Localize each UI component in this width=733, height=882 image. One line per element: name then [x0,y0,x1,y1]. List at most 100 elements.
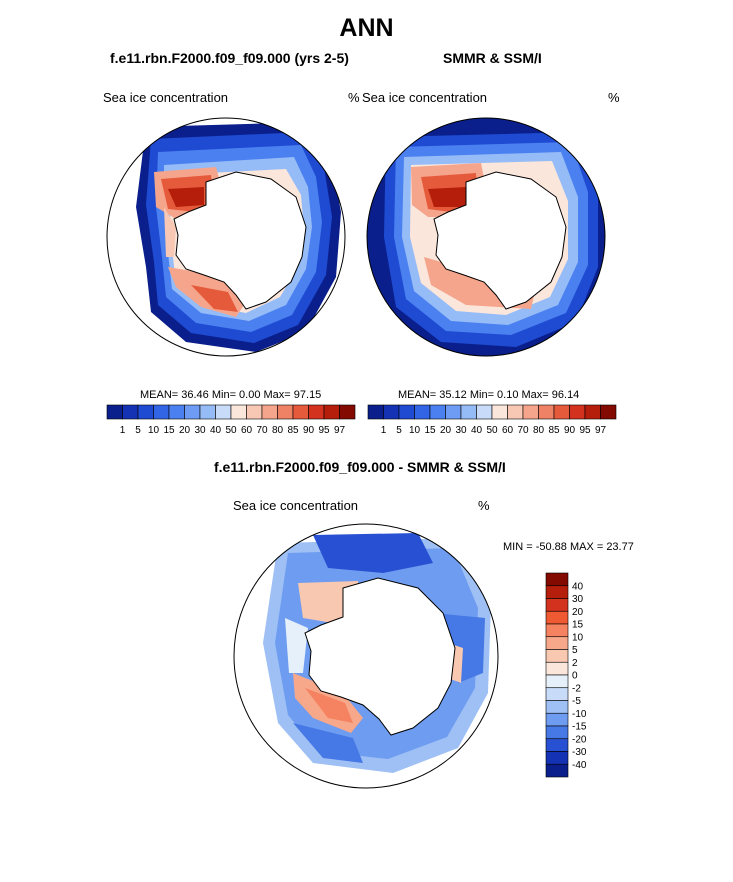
colorbar-tick-label: 60 [241,425,253,436]
colorbar-tick-label: 1 [120,425,126,436]
colorbar-tick-label: 10 [409,425,421,436]
obs-units-label: % [608,90,620,105]
colorbar-tick-label: 20 [179,425,191,436]
colorbar-swatch [507,404,524,420]
colorbar-swatch [545,712,569,727]
colorbar-tick-label: 40 [572,581,584,592]
colorbar-swatch [545,700,569,714]
colorbar-swatch [600,404,617,420]
colorbar-swatch [215,404,232,420]
colorbar-tick-label: 40 [471,425,483,436]
colorbar-swatch [545,687,569,701]
colorbar-tick-label: -5 [572,696,581,707]
colorbar-tick-label: 97 [334,425,346,436]
diff-stats: MIN = -50.88 MAX = 23.77 [503,541,634,553]
colorbar-tick-label: 97 [595,425,607,436]
colorbar-tick-label: 30 [572,594,584,605]
colorbar-tick-label: 30 [194,425,206,436]
model-units-label: % [348,90,360,105]
obs-antarctica-outline [433,171,567,310]
colorbar-swatch [545,674,569,689]
diff-antarctica-outline [304,577,456,736]
colorbar-tick-label: 50 [225,425,237,436]
colorbar-swatch [292,404,309,420]
colorbar-swatch [545,598,569,612]
model-stats: MEAN= 36.46 Min= 0.00 Max= 97.15 [140,389,322,401]
colorbar-tick-label: 60 [502,425,514,436]
colorbar-tick-label: -2 [572,683,581,694]
colorbar-tick-label: 20 [440,425,452,436]
colorbar-tick-label: 70 [256,425,268,436]
colorbar-tick-label: 30 [455,425,467,436]
colorbar-swatch [545,661,569,676]
colorbar-swatch [522,404,539,420]
model-polar-map [106,117,346,357]
colorbar-swatch [545,738,569,752]
colorbar-swatch [106,404,123,420]
colorbar-swatch [383,404,400,420]
colorbar-tick-label: 15 [163,425,175,436]
colorbar-swatch [168,404,185,420]
colorbar-swatch [122,404,139,420]
colorbar-swatch [199,404,216,420]
model-variable-label: Sea ice concentration [103,90,229,105]
colorbar-tick-label: 1 [381,425,387,436]
colorbar-swatch [277,404,294,420]
colorbar-swatch [476,404,493,420]
colorbar-tick-label: 80 [533,425,545,436]
colorbar-tick-label: 95 [579,425,591,436]
colorbar-tick-label: 95 [318,425,330,436]
colorbar-tick-label: 15 [572,620,584,631]
model-colorbar: 1 5 10 15 20 30 40 50 60 70 80 85 90 95 97 [106,404,356,436]
colorbar-swatch [538,404,555,420]
colorbar-swatch [398,404,415,420]
colorbar-tick-label: 5 [396,425,402,436]
colorbar-swatch [429,404,446,420]
colorbar-swatch [445,404,462,420]
colorbar-swatch [545,623,569,638]
colorbar-swatch [137,404,154,420]
obs-stats: MEAN= 35.12 Min= 0.10 Max= 96.14 [398,389,580,401]
obs-colorbar: 1 5 10 15 20 30 40 50 60 70 80 85 90 95 97 [367,404,617,436]
colorbar-tick-label: 10 [148,425,160,436]
obs-title: SMMR & SSM/I [443,50,542,66]
colorbar-tick-label: 15 [424,425,436,436]
diff-variable-label: Sea ice concentration [233,498,359,513]
diff-units-label: % [478,498,490,513]
colorbar-swatch [553,404,570,420]
diff-title: f.e11.rbn.F2000.f09_f09.000 - SMMR & SSM… [214,459,506,475]
colorbar-tick-label: 70 [517,425,529,436]
colorbar-tick-label: 40 [210,425,222,436]
colorbar-swatch [545,751,569,765]
colorbar-swatch [545,585,569,599]
colorbar-tick-label: -20 [572,734,587,745]
colorbar-swatch [545,763,569,778]
colorbar-tick-label: 5 [135,425,141,436]
colorbar-swatch [323,404,340,420]
colorbar-tick-label: 10 [572,632,584,643]
colorbar-swatch [246,404,263,420]
colorbar-tick-label: 85 [287,425,299,436]
colorbar-tick-label: 2 [572,658,578,669]
colorbar-swatch [569,404,586,420]
diff-polar-map [233,523,499,789]
colorbar-swatch [339,404,356,420]
model-antarctica-outline [173,171,307,310]
model-title: f.e11.rbn.F2000.f09_f09.000 (yrs 2-5) [110,50,349,66]
colorbar-tick-label: 0 [572,671,578,682]
colorbar-swatch [545,610,569,625]
colorbar-swatch [184,404,201,420]
colorbar-swatch [545,636,569,650]
colorbar-swatch [545,725,569,740]
colorbar-tick-label: 5 [572,645,578,656]
colorbar-swatch [460,404,477,420]
colorbar-tick-label: 90 [564,425,576,436]
colorbar-swatch [261,404,278,420]
colorbar-tick-label: -30 [572,747,587,758]
colorbar-tick-label: 50 [486,425,498,436]
colorbar-swatch [367,404,384,420]
colorbar-swatch [545,572,569,587]
colorbar-tick-label: -10 [572,709,587,720]
figure-title: ANN [339,14,394,42]
